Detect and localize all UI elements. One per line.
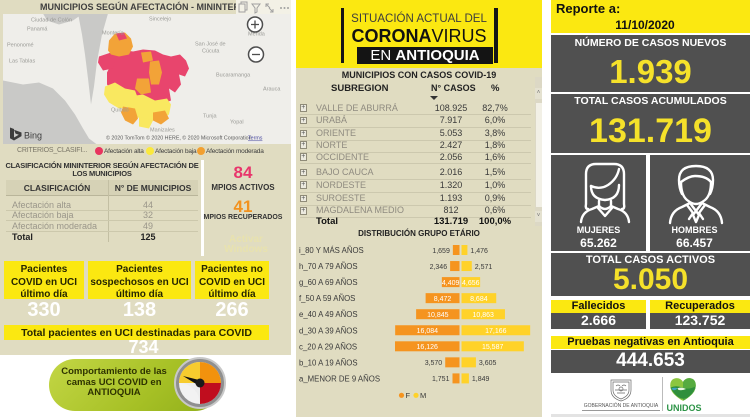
svg-text:d_30 A 39 AÑOS: d_30 A 39 AÑOS (299, 326, 358, 335)
svg-text:Tunja: Tunja (203, 113, 217, 119)
svg-text:Manizales: Manizales (150, 127, 175, 133)
svg-text:Ciudad de Colón: Ciudad de Colón (31, 17, 72, 23)
svg-text:2,571: 2,571 (475, 264, 493, 271)
svg-text:Mérida: Mérida (248, 31, 266, 37)
svg-text:4,656: 4,656 (462, 280, 480, 287)
svg-text:Arauca: Arauca (263, 86, 281, 92)
svg-text:8,684: 8,684 (470, 296, 488, 303)
svg-text:Las Tablas: Las Tablas (9, 58, 35, 64)
svg-text:a_MENOR DE 9 AÑOS: a_MENOR DE 9 AÑOS (299, 374, 380, 383)
svg-text:c_20 A 29 AÑOS: c_20 A 29 AÑOS (299, 342, 357, 351)
svg-text:Sincelejo: Sincelejo (149, 16, 171, 22)
svg-text:Quibdó: Quibdó (111, 107, 129, 113)
svg-text:15,587: 15,587 (482, 344, 504, 351)
svg-text:i_80 Y MÁS AÑOS: i_80 Y MÁS AÑOS (299, 246, 364, 255)
svg-text:© 2020 TomTom © 2020 HERE, © 2: © 2020 TomTom © 2020 HERE, © 2020 Micros… (106, 134, 252, 141)
svg-text:Montería: Montería (102, 30, 125, 36)
svg-text:F: F (406, 391, 411, 400)
svg-text:1,849: 1,849 (472, 376, 490, 383)
svg-text:Panamá: Panamá (27, 26, 48, 32)
svg-text:2,346: 2,346 (430, 264, 448, 271)
svg-text:Bing: Bing (24, 130, 42, 140)
svg-text:4,409: 4,409 (442, 280, 460, 287)
svg-text:Terms: Terms (248, 135, 263, 141)
svg-text:10,863: 10,863 (473, 312, 495, 319)
svg-text:Cúcuta: Cúcuta (202, 48, 220, 54)
svg-text:3,605: 3,605 (479, 360, 497, 367)
svg-text:8,472: 8,472 (434, 296, 452, 303)
svg-text:San José de: San José de (195, 41, 226, 47)
svg-text:1,751: 1,751 (432, 376, 450, 383)
svg-text:1,476: 1,476 (470, 248, 488, 255)
svg-text:10,845: 10,845 (427, 312, 449, 319)
svg-text:16,126: 16,126 (417, 344, 439, 351)
svg-text:17,166: 17,166 (485, 328, 507, 335)
svg-text:3,570: 3,570 (425, 360, 443, 367)
svg-text:e_40 A 49 AÑOS: e_40 A 49 AÑOS (299, 310, 358, 319)
svg-text:16,084: 16,084 (417, 328, 439, 335)
svg-text:b_10 A 19 AÑOS: b_10 A 19 AÑOS (299, 358, 358, 367)
svg-text:h_70 A 79 AÑOS: h_70 A 79 AÑOS (299, 262, 358, 271)
svg-text:f_50 A 59 AÑOS: f_50 A 59 AÑOS (299, 294, 355, 303)
svg-text:Bucaramanga: Bucaramanga (216, 72, 251, 78)
svg-text:M: M (420, 391, 426, 400)
svg-text:1,659: 1,659 (432, 248, 450, 255)
svg-text:Penonomé: Penonomé (7, 42, 34, 48)
svg-text:Yopal: Yopal (230, 119, 244, 125)
svg-text:g_60 A 69 AÑOS: g_60 A 69 AÑOS (299, 278, 358, 287)
